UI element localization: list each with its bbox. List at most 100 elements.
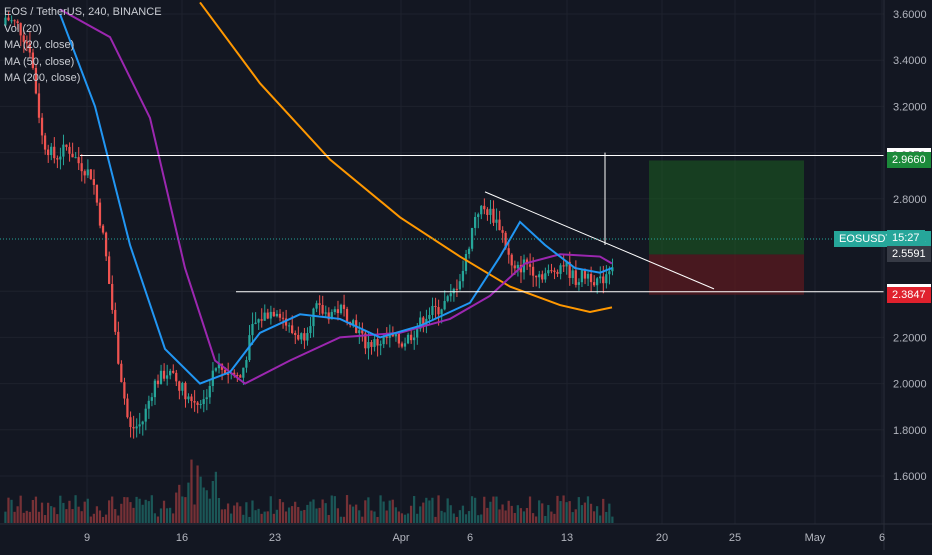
volume-bar	[443, 512, 446, 523]
candle-body	[422, 317, 425, 325]
time-tick-label: 16	[176, 532, 188, 544]
candle-body	[71, 153, 74, 158]
candle-body	[400, 343, 404, 347]
volume-bar	[336, 508, 339, 523]
candle-body	[53, 146, 56, 159]
volume-bar	[498, 509, 501, 523]
candle-body	[77, 157, 80, 164]
candle-body	[510, 254, 513, 266]
volume-bar	[108, 500, 111, 523]
profit-zone[interactable]	[649, 160, 804, 255]
candle-body	[470, 227, 474, 249]
candles	[4, 11, 614, 439]
volume-bar	[187, 482, 190, 523]
candle-body	[181, 382, 184, 391]
volume-bar	[592, 511, 596, 523]
volume-bar	[129, 502, 132, 523]
candle-body	[367, 342, 370, 349]
loss-zone[interactable]	[649, 254, 804, 295]
volume-bar	[419, 506, 422, 523]
candle-body	[428, 315, 431, 319]
indicator-vol[interactable]: Vol (20)	[4, 22, 42, 35]
volume-bar	[495, 496, 498, 523]
candle-body	[592, 282, 596, 286]
candle-body	[153, 380, 156, 398]
volume-bar	[504, 510, 507, 523]
candle-body	[483, 205, 486, 210]
candle-body	[120, 363, 123, 383]
price-tag-red: 2.3847	[887, 286, 931, 303]
volume-bar	[489, 501, 492, 523]
volume-bar	[169, 507, 172, 523]
candle-body	[498, 219, 501, 231]
volume-bar	[403, 514, 407, 523]
candle-body	[397, 333, 400, 344]
candle-body	[336, 309, 339, 314]
indicator-ma200[interactable]: MA (200, close)	[4, 72, 81, 84]
volume-bar	[281, 502, 285, 523]
volume-bar	[233, 505, 236, 523]
indicator-ma50[interactable]: MA (50, close)	[4, 55, 75, 68]
candle-body	[403, 343, 407, 347]
candle-body	[217, 364, 221, 369]
candle-body	[330, 312, 333, 320]
candle-body	[251, 323, 254, 336]
candle-body	[376, 339, 379, 346]
indicator-ma20[interactable]: MA (20, close)	[4, 39, 75, 51]
volume-bar	[86, 498, 89, 523]
candle-body	[538, 274, 541, 278]
candle-body	[370, 342, 373, 347]
candle-body	[574, 270, 577, 285]
candle-body	[56, 158, 59, 160]
volume-bar	[367, 497, 370, 523]
time-tick-label: 9	[84, 532, 90, 544]
volume-bar	[358, 510, 361, 523]
chart-legend: EOS / TetherUS, 240, BINANCE Vol (20) MA…	[4, 4, 162, 87]
candle-body	[324, 312, 327, 314]
candle-body	[59, 156, 62, 160]
volume-bar	[568, 501, 571, 523]
volume-bar	[553, 513, 556, 523]
candle-body	[62, 144, 65, 157]
candle-body	[544, 273, 547, 280]
volume-bar	[507, 500, 510, 523]
candle-body	[47, 149, 50, 156]
volume-bar	[440, 510, 443, 523]
volume-bar	[153, 513, 156, 523]
volume-bar	[571, 512, 574, 523]
candle-body	[208, 385, 211, 398]
time-tick-label: 23	[269, 532, 281, 544]
pair-title[interactable]: EOS / TetherUS, 240, BINANCE	[4, 6, 162, 18]
volume-bar	[239, 506, 242, 523]
volume-bar	[80, 511, 83, 523]
candle-body	[364, 333, 367, 349]
candle-body	[223, 369, 227, 374]
price-tick-label: 3.4000	[893, 55, 927, 67]
trendline[interactable]	[484, 191, 715, 290]
volume-bar	[59, 495, 62, 523]
volume-bar	[287, 507, 291, 523]
candle-body	[50, 146, 53, 156]
candle-body	[37, 93, 41, 118]
volume-bar	[214, 471, 217, 523]
price-axis[interactable]: 3.6000 3.4000 3.2000 2.8000 2.2000 2.0000 1.80…	[893, 9, 927, 483]
candle-body	[10, 20, 13, 22]
volume-bar	[71, 509, 74, 523]
candle-body	[318, 303, 321, 305]
time-tick-label: Apr	[392, 532, 409, 544]
volume-bar	[95, 506, 99, 523]
volume-bar	[123, 497, 126, 523]
volume-bar	[4, 511, 7, 523]
volume-bar	[74, 495, 77, 523]
time-axis[interactable]: 9 16 23 Apr 6 13 20 25 May 6	[84, 532, 885, 544]
volume-bar	[324, 503, 327, 523]
volume-bar	[147, 501, 150, 523]
volume-bar	[31, 499, 34, 523]
candle-body	[144, 408, 147, 422]
candle-body	[159, 370, 163, 385]
candle-body	[440, 309, 443, 315]
candle-body	[321, 304, 324, 314]
volume-bar	[92, 513, 95, 523]
